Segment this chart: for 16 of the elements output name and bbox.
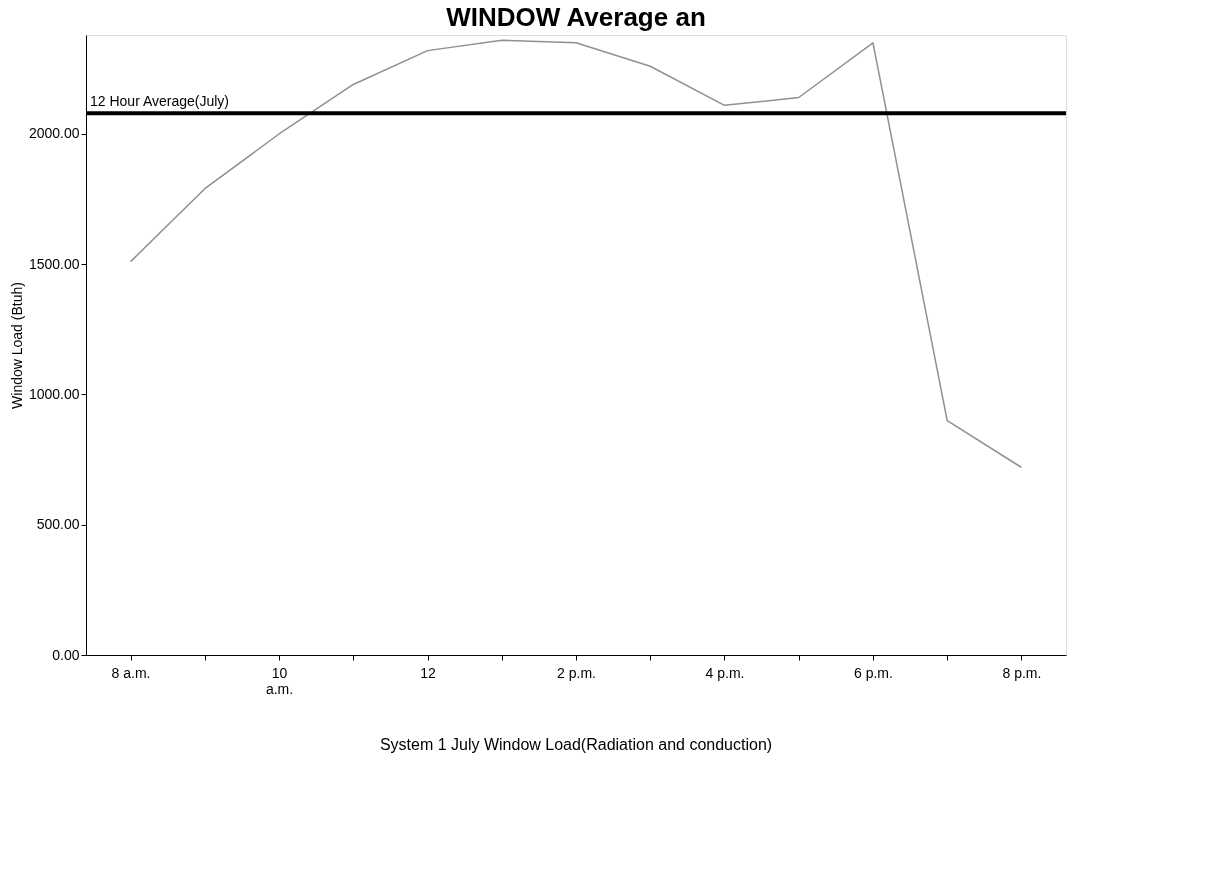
ref-line-label: 12 Hour Average(July) [90, 93, 230, 110]
y-tick-label: 1000.00 [28, 386, 80, 402]
x-tick-label: 10 a.m. [265, 664, 294, 697]
x-tick-label: 4 p.m. [705, 664, 745, 681]
text: System 1 July Window Load(Radiation and conduction) [379, 736, 773, 753]
y-tick-label: 500.00 [36, 516, 80, 533]
x-tick-label: 8 p.m. [1002, 664, 1042, 681]
x-tick-label: 8 a.m. [111, 664, 151, 681]
x-tick-label: 6 p.m. [854, 664, 893, 681]
y-axis-title: Window Load (Btuh) [8, 282, 25, 409]
y-tick-label: 0.00 [52, 646, 80, 663]
chart-title: WINDOW Average an [446, 2, 706, 32]
y-tick-label: 2000.00 [28, 125, 80, 142]
x-tick-label: 2 p.m. [557, 664, 596, 681]
x-tick-label: 12 [420, 664, 437, 681]
y-tick-label: 1500.00 [28, 255, 80, 272]
